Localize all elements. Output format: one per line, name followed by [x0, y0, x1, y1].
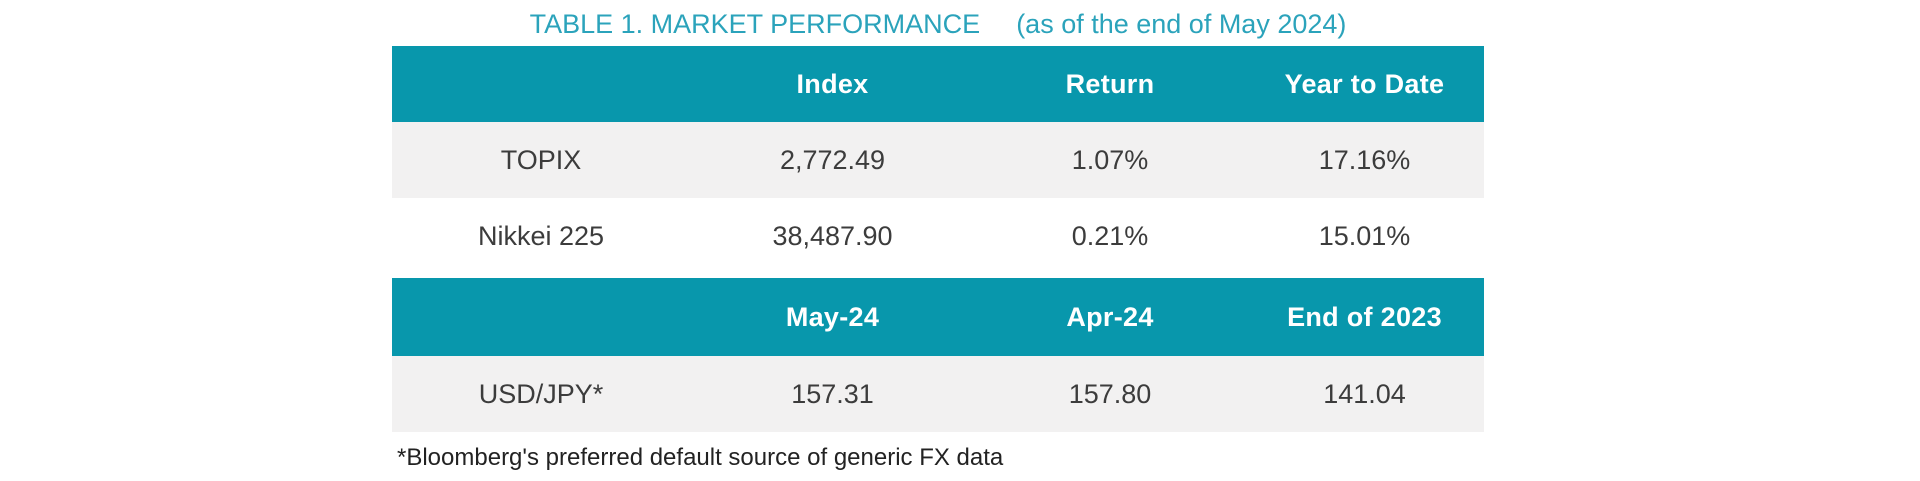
- row-label-topix: TOPIX: [500, 144, 582, 175]
- nikkei-return-value: 0.21%: [1071, 220, 1149, 251]
- header-cell-end-of-2023: End of 2023: [1287, 301, 1442, 332]
- header-cell-year-to-date: Year to Date: [1284, 68, 1445, 99]
- table-title-main: TABLE 1. MARKET PERFORMANCE: [529, 9, 981, 39]
- topix-ytd-value: 17.16%: [1318, 144, 1411, 175]
- row-label-nikkei: Nikkei 225: [477, 220, 605, 251]
- topix-return-value: 1.07%: [1071, 144, 1149, 175]
- header-cell-blank: [392, 278, 690, 356]
- table-title: TABLE 1. MARKET PERFORMANCE (as of the en…: [392, 8, 1484, 40]
- fx-rate-table: May-24 Apr-24 End of 2023 USD/JPY* 157.3…: [392, 278, 1484, 432]
- topix-index-value: 2,772.49: [779, 144, 886, 175]
- table-row-topix: TOPIX 2,772.49 1.07% 17.16%: [392, 122, 1484, 198]
- nikkei-index-value: 38,487.90: [772, 220, 893, 251]
- market-performance-index-table: Index Return Year to Date TOPIX 2,772.49…: [392, 46, 1484, 274]
- table-row-usdjpy: USD/JPY* 157.31 157.80 141.04: [392, 356, 1484, 432]
- header-cell-apr-24: Apr-24: [1066, 301, 1154, 332]
- usdjpy-end2023-value: 141.04: [1323, 378, 1406, 409]
- table-title-asof: (as of the end of May 2024): [1016, 9, 1347, 39]
- footnote: *Bloomberg's preferred default source of…: [397, 444, 1004, 471]
- header-cell-return: Return: [1065, 68, 1155, 99]
- row-label-usdjpy: USD/JPY*: [478, 378, 604, 409]
- index-table-header-row: Index Return Year to Date: [392, 46, 1484, 122]
- usdjpy-may-value: 157.31: [791, 378, 874, 409]
- table-row-nikkei: Nikkei 225 38,487.90 0.21% 15.01%: [392, 198, 1484, 274]
- header-cell-may-24: May-24: [785, 301, 880, 332]
- header-cell-blank: [392, 46, 690, 122]
- usdjpy-apr-value: 157.80: [1068, 378, 1152, 409]
- fx-table-header-row: May-24 Apr-24 End of 2023: [392, 278, 1484, 356]
- header-cell-index: Index: [796, 68, 869, 99]
- nikkei-ytd-value: 15.01%: [1318, 220, 1411, 251]
